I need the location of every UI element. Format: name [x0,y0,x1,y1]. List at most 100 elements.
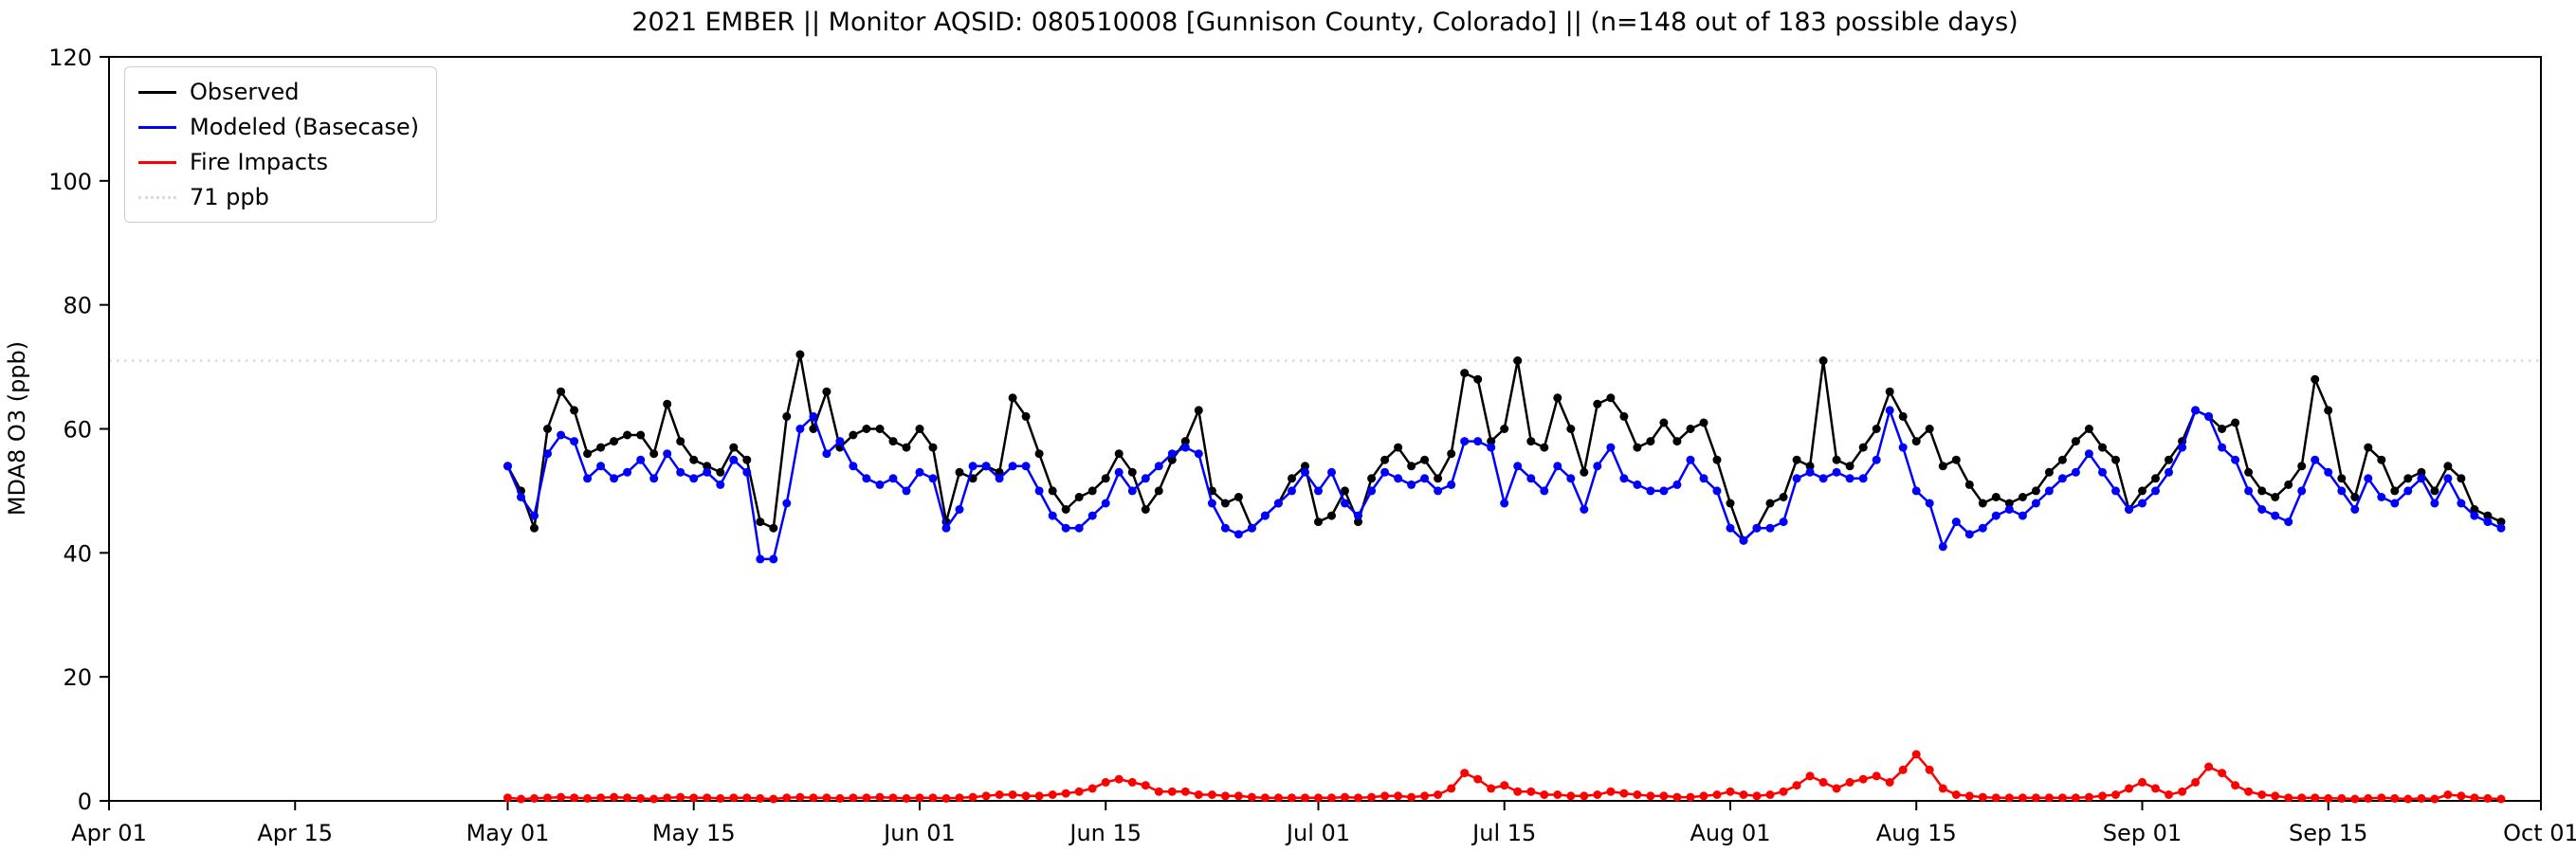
modeled-basecase-marker [1712,486,1722,496]
fire-impacts-marker [2470,793,2479,803]
modeled-basecase-marker [1114,467,1124,477]
fire-impacts-marker [2218,769,2227,778]
fire-impacts-marker [1407,792,1416,802]
x-tick-label: Apr 01 [71,820,147,846]
fire-impacts-marker [1473,774,1483,784]
modeled-basecase-marker [1951,517,1961,527]
modeled-basecase-marker [1420,474,1430,483]
observed-marker [1699,418,1708,427]
fire-impacts-marker [503,793,512,803]
observed-marker [2284,480,2293,489]
observed-marker [1540,443,1549,452]
modeled-basecase-marker [2297,486,2307,496]
fire-impacts-marker [1805,771,1815,781]
threshold-line-swatch [138,195,176,199]
modeled-basecase-marker [1260,511,1270,520]
fire-impacts-marker [1367,792,1377,802]
modeled-basecase-marker [2031,499,2040,508]
fire-impacts-marker [596,793,606,803]
fire-impacts-marker [663,793,672,803]
observed-marker [543,425,552,433]
modeled-basecase-marker [1739,535,1748,545]
modeled-basecase-marker [1034,486,1044,496]
fire-impacts-marker [2204,762,2214,771]
modeled-basecase-marker [1127,486,1137,496]
fire-impacts-marker [1008,790,1017,799]
fire-impacts-marker [2350,794,2360,804]
observed-marker [2483,511,2493,520]
observed-marker [1407,462,1416,471]
observed-marker [530,523,539,533]
legend-item-modeled: Modeled (Basecase) [138,114,419,140]
observed-marker [1858,443,1868,452]
modeled-basecase-marker [1593,462,1602,471]
modeled-basecase-marker [729,455,739,464]
observed-marker [902,443,911,452]
observed-marker [1938,462,1947,471]
modeled-basecase-marker [1699,474,1708,483]
observed-marker [1978,499,1987,508]
observed-marker [2138,486,2147,496]
fire-impacts-marker [557,792,566,802]
modeled-basecase-marker [2417,474,2426,483]
observed-marker [2057,455,2067,464]
observed-marker [570,406,579,415]
modeled-basecase-marker [2191,406,2201,415]
fire-impacts-marker [2337,793,2347,803]
modeled-basecase-marker [1180,443,1190,452]
fire-impacts-marker [2084,792,2093,802]
modeled-basecase-marker [1752,523,1762,533]
fire-impacts-marker [782,793,792,803]
modeled-basecase-marker [2324,467,2333,477]
modeled-basecase-marker [1686,455,1695,464]
fire-impacts-marker [1167,787,1177,796]
modeled-basecase-marker [1818,474,1828,483]
fire-impacts-marker [703,793,712,803]
observed-marker [769,523,778,533]
observed-marker [1553,393,1562,403]
modeled-basecase-marker [742,467,752,477]
modeled-basecase-marker [1858,474,1868,483]
fire-impacts-marker [995,790,1004,799]
observed-marker [2417,467,2426,477]
observed-marker [2443,462,2453,471]
observed-marker [2324,406,2333,415]
x-tick-label: Aug 15 [1876,820,1957,846]
modeled-basecase-marker [1646,486,1655,496]
observed-marker [1606,393,1616,403]
fire-impacts-marker [1606,787,1616,796]
modeled-basecase-marker [1141,474,1150,483]
fire-impacts-marker [1180,787,1190,796]
observed-marker [1964,480,1974,489]
observed-marker [676,437,685,446]
observed-marker [1074,493,1084,501]
modeled-basecase-marker [2138,499,2147,508]
observed-marker [928,443,938,452]
modeled-basecase-marker [2443,474,2453,483]
x-tick-label: May 15 [652,820,736,846]
observed-marker [1925,425,1934,433]
modeled-basecase-marker [543,449,552,459]
fire-impacts-marker [1127,777,1137,787]
modeled-basecase-marker [557,430,566,440]
fire-impacts-marker [1765,790,1775,799]
observed-marker [610,437,619,446]
observed-marker [1101,474,1110,483]
fire-impacts-marker [1885,777,1894,787]
modeled-basecase-marker [716,480,725,489]
observed-marker [1885,387,1894,396]
fire-impacts-marker [2071,793,2080,803]
fire-impacts-marker [1447,784,1456,793]
modeled-basecase-marker [835,437,845,446]
observed-marker [1233,493,1243,501]
fire-impacts-marker [1712,790,1722,799]
fire-impacts-marker [2098,791,2107,801]
modeled-basecase-marker [1314,486,1323,496]
modeled-basecase-marker [1087,511,1097,520]
fire-impacts-marker [2417,793,2426,803]
observed-line [506,353,2502,542]
observed-marker [1394,443,1403,452]
modeled-basecase-marker [2430,499,2439,508]
observed-marker [955,467,964,477]
modeled-basecase-marker [503,462,512,471]
